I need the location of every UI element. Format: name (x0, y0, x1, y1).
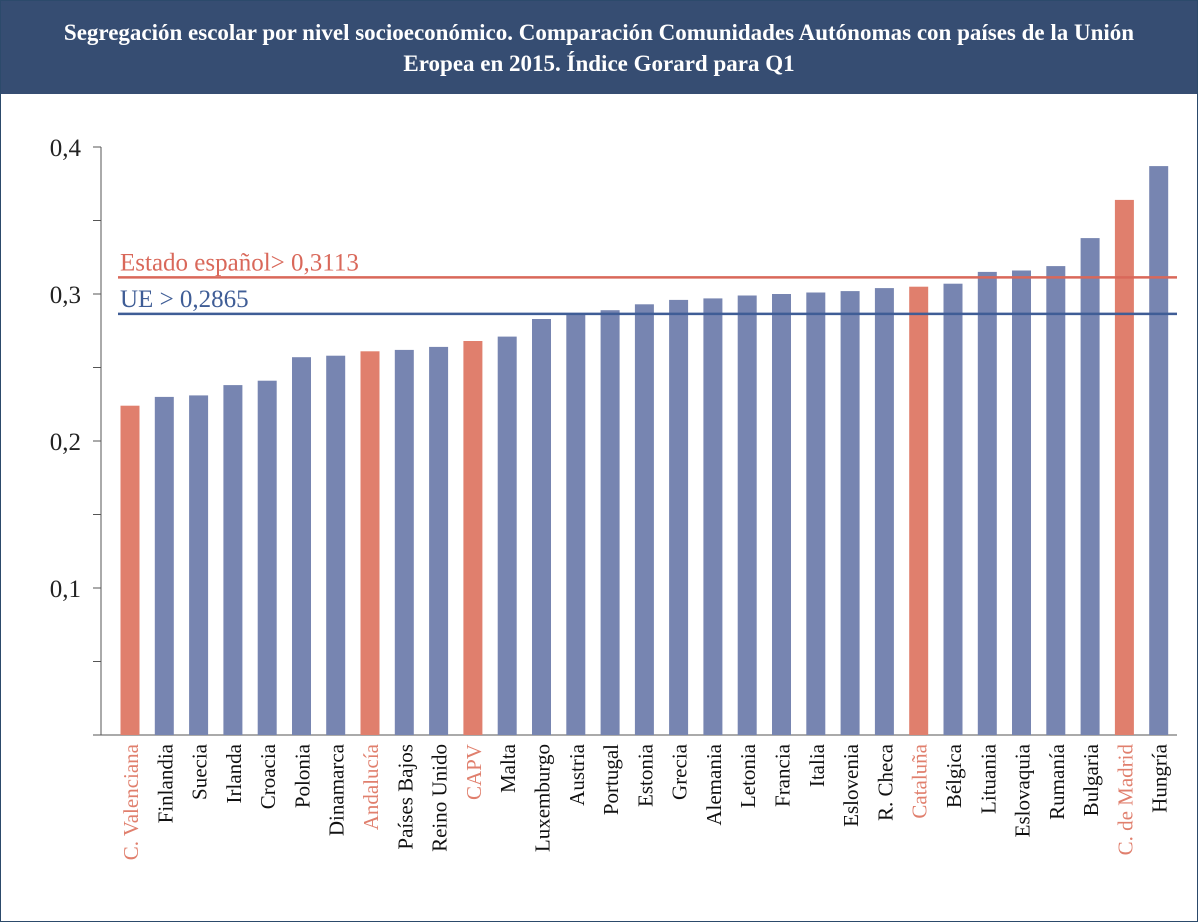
x-tick-label: Lituania (976, 743, 1000, 814)
x-tick-label: Dinamarca (325, 743, 349, 836)
x-tick-label: R. Checa (873, 743, 897, 821)
x-tick-label: Italia (805, 743, 829, 787)
x-tick-label: Alemania (702, 743, 726, 825)
bar (532, 319, 551, 735)
x-tick-label: Malta (496, 743, 520, 793)
x-tick-label: C. de Madrid (1113, 744, 1137, 856)
bar (1012, 270, 1031, 735)
x-tick-label: Cataluña (908, 743, 932, 818)
bar (154, 396, 174, 735)
x-tick-label: Bélgica (942, 743, 966, 808)
x-tick-label: Austria (565, 743, 589, 806)
bar (429, 346, 449, 735)
bar (737, 295, 757, 735)
bar (600, 310, 620, 735)
bar (634, 304, 654, 735)
bar (1149, 166, 1169, 736)
x-tick-label: C. Valenciana (119, 743, 143, 860)
x-tick-label: Reino Unido (428, 744, 452, 852)
bar (394, 349, 414, 735)
x-tick-label: Rumanía (1045, 743, 1069, 819)
x-tick-label: Luxemburgo (530, 744, 554, 852)
bar (120, 405, 140, 735)
x-tick-label: Hungría (1148, 743, 1172, 812)
x-tick-label: Grecia (668, 743, 692, 800)
bar (1046, 266, 1066, 735)
y-tick-label: 0,3 (50, 282, 81, 309)
bar (360, 351, 380, 735)
x-tick-label: Bulgaria (1079, 743, 1103, 816)
chart-header: Segregación escolar por nivel socioeconó… (1, 1, 1197, 94)
x-tick-label: Eslovaquia (1011, 743, 1035, 837)
reference-line-label: Estado español> 0,3113 (120, 249, 359, 276)
bar (463, 341, 483, 735)
x-tick-label: CAPV (462, 744, 486, 800)
x-tick-label: Croacia (256, 743, 280, 809)
bar (703, 298, 723, 735)
x-tick-label: Andalucía (359, 743, 383, 830)
y-tick-label: 0,1 (50, 576, 81, 603)
bar (874, 288, 894, 735)
reference-line-label: UE > 0,2865 (120, 286, 249, 313)
bar (497, 336, 517, 735)
bar (566, 313, 586, 735)
bar (1114, 199, 1134, 735)
x-tick-label: Irlanda (222, 743, 246, 803)
bar (943, 283, 963, 735)
x-tick-label: Finlandia (153, 743, 177, 823)
chart-title: Segregación escolar por nivel socioeconó… (63, 19, 1135, 76)
bar (909, 286, 929, 735)
x-tick-label: Polonia (290, 743, 314, 808)
bar (977, 271, 997, 735)
bar (292, 357, 311, 735)
bar (806, 292, 826, 735)
x-tick-label: Letonia (736, 743, 760, 808)
x-tick-label: Países Bajos (393, 744, 417, 850)
bar (1080, 238, 1100, 735)
bar (189, 395, 209, 735)
x-tick-label: Estonia (633, 743, 657, 807)
bar (772, 294, 791, 735)
x-tick-label: Suecia (188, 743, 212, 800)
bar (326, 355, 346, 735)
x-tick-label: Francia (771, 743, 795, 807)
y-tick-label: 0,2 (50, 429, 81, 456)
x-tick-label: Eslovenia (839, 743, 863, 826)
bar (223, 385, 243, 735)
bar (669, 299, 689, 735)
bar (840, 291, 860, 735)
bar (257, 380, 277, 735)
x-tick-label: Portugal (599, 744, 623, 815)
y-tick-label: 0,4 (50, 135, 82, 162)
